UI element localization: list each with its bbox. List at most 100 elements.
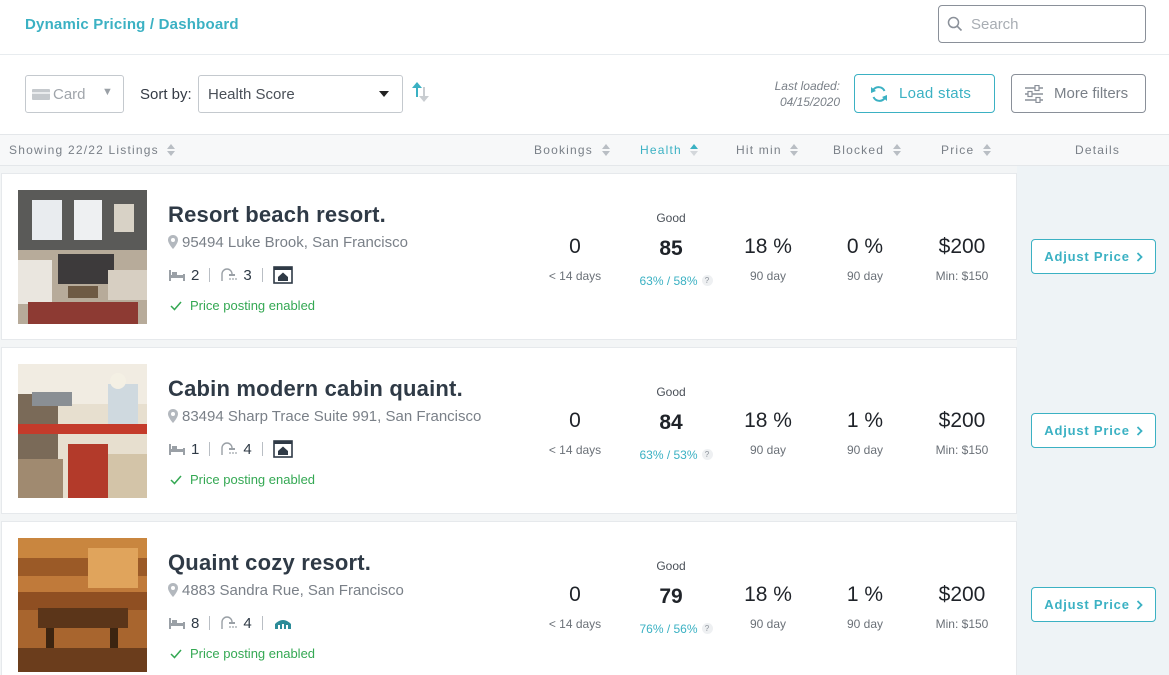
bath-count: 4 <box>243 614 252 632</box>
price-value: $200 <box>938 235 986 258</box>
health-score: 79 <box>659 585 683 608</box>
column-blocked[interactable]: Blocked <box>833 143 901 157</box>
bath-count: 3 <box>243 266 252 284</box>
health-label: Good <box>656 559 686 573</box>
bed-count: 1 <box>191 440 200 458</box>
bookings-value: 0 <box>569 583 581 606</box>
bed-count: 2 <box>191 266 200 284</box>
column-health[interactable]: Health <box>640 143 699 157</box>
hit-min-period: 90 day <box>749 443 787 457</box>
caret-down-icon: ▼ <box>102 86 113 98</box>
divider <box>209 616 211 630</box>
listing-amenities: 1 4 <box>168 438 293 460</box>
sort-icon <box>790 143 799 156</box>
listing-title[interactable]: Resort beach resort. <box>168 202 386 227</box>
price-posting-text: Price posting enabled <box>190 472 316 487</box>
listing-amenities: 2 3 <box>168 264 293 286</box>
shower-icon <box>221 442 238 455</box>
price-cell: $200 Min: $150 <box>917 583 1007 631</box>
sliders-icon <box>1025 85 1043 103</box>
shower-icon <box>221 268 238 281</box>
health-breakdown: 63% / 58%? <box>621 274 731 288</box>
adjust-price-label: Adjust Price <box>1044 597 1130 612</box>
hit-min-value: 18 % <box>744 583 792 606</box>
listing-card[interactable]: Resort beach resort. 95494 Luke Brook, S… <box>1 173 1017 340</box>
search-box[interactable] <box>938 5 1146 43</box>
hit-min-period: 90 day <box>749 617 787 631</box>
divider <box>209 268 211 282</box>
hit-min-value: 18 % <box>744 409 792 432</box>
location-pin-icon <box>168 235 178 249</box>
listing-amenities: 8 4 <box>168 612 293 634</box>
listing-photo[interactable] <box>18 190 147 324</box>
column-bookings[interactable]: Bookings <box>534 143 610 157</box>
listing-address: 95494 Luke Brook, San Francisco <box>168 234 408 251</box>
health-breakdown: 76% / 56%? <box>621 622 731 636</box>
listing-title[interactable]: Cabin modern cabin quaint. <box>168 376 463 401</box>
sort-by-select[interactable]: Health Score <box>198 75 403 113</box>
listing-photo[interactable] <box>18 364 147 498</box>
top-bar: Dynamic Pricing / Dashboard <box>0 0 1169 55</box>
column-details: Details <box>1075 143 1121 157</box>
toolbar: Card ▼ Sort by: Health Score Last loaded… <box>0 56 1169 134</box>
more-filters-button[interactable]: More filters <box>1011 74 1146 113</box>
column-hit-min[interactable]: Hit min <box>736 143 799 157</box>
hit-min-cell: 18 % 90 day <box>728 583 808 631</box>
price-posting-status: Price posting enabled <box>170 646 315 661</box>
column-price[interactable]: Price <box>941 143 991 157</box>
adjust-price-button[interactable]: Adjust Price <box>1031 587 1156 622</box>
column-bookings-label: Bookings <box>534 143 593 157</box>
price-cell: $200 Min: $150 <box>917 409 1007 457</box>
listing-card[interactable]: Quaint cozy resort. 4883 Sandra Rue, San… <box>1 521 1017 675</box>
blocked-cell: 0 % 90 day <box>825 235 905 283</box>
breadcrumb[interactable]: Dynamic Pricing / Dashboard <box>25 16 239 33</box>
health-label: Good <box>656 385 686 399</box>
price-min: Min: $150 <box>935 443 989 457</box>
sort-by-label: Sort by: <box>140 86 192 103</box>
column-hit-min-label: Hit min <box>736 143 782 157</box>
price-posting-status: Price posting enabled <box>170 472 315 487</box>
help-icon[interactable]: ? <box>701 623 713 634</box>
adjust-price-label: Adjust Price <box>1044 249 1130 264</box>
blocked-period: 90 day <box>846 617 884 631</box>
load-stats-label: Load stats <box>899 85 972 102</box>
load-stats-button[interactable]: Load stats <box>854 74 995 113</box>
chevron-right-icon <box>1136 425 1143 436</box>
price-posting-status: Price posting enabled <box>170 298 315 313</box>
adjust-price-button[interactable]: Adjust Price <box>1031 239 1156 274</box>
health-label: Good <box>656 211 686 225</box>
showing-count: Showing 22/22 Listings <box>9 143 159 157</box>
column-showing[interactable]: Showing 22/22 Listings <box>9 143 176 157</box>
chevron-right-icon <box>1136 599 1143 610</box>
check-icon <box>170 301 182 311</box>
last-loaded-label: Last loaded: <box>774 79 840 93</box>
location-pin-icon <box>168 409 178 423</box>
location-pin-icon <box>168 583 178 597</box>
house-icon <box>272 266 293 284</box>
adjust-price-button[interactable]: Adjust Price <box>1031 413 1156 448</box>
blocked-value: 1 % <box>846 409 884 432</box>
sort-direction-icon[interactable] <box>411 80 431 104</box>
listing-title[interactable]: Quaint cozy resort. <box>168 550 372 575</box>
health-score: 84 <box>659 411 683 434</box>
help-icon[interactable]: ? <box>701 449 713 460</box>
listing-card[interactable]: Cabin modern cabin quaint. 83494 Sharp T… <box>1 347 1017 514</box>
help-icon[interactable]: ? <box>701 275 713 286</box>
column-health-label: Health <box>640 143 682 157</box>
search-input[interactable] <box>971 14 1136 34</box>
price-posting-text: Price posting enabled <box>190 298 316 313</box>
health-breakdown-text: 76% / 56% <box>639 622 698 636</box>
health-breakdown-text: 63% / 58% <box>639 274 698 288</box>
price-min: Min: $150 <box>935 617 989 631</box>
blocked-value: 1 % <box>846 583 884 606</box>
card-icon <box>32 89 50 100</box>
price-min: Min: $150 <box>935 269 989 283</box>
blocked-period: 90 day <box>846 443 884 457</box>
health-breakdown: 63% / 53%? <box>621 448 731 462</box>
last-loaded-date: 04/15/2020 <box>779 95 840 109</box>
listing-photo[interactable] <box>18 538 147 672</box>
view-mode-select[interactable]: Card ▼ <box>25 75 124 113</box>
blocked-period: 90 day <box>846 269 884 283</box>
health-breakdown-text: 63% / 53% <box>639 448 698 462</box>
bookings-cell: 0 < 14 days <box>535 409 615 457</box>
